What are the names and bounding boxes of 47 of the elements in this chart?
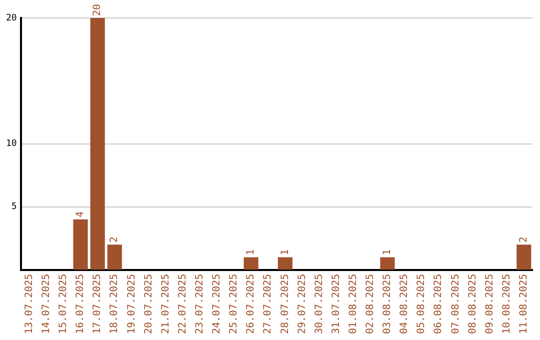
- y-tick-label: 5: [11, 202, 17, 212]
- x-tick-label: 28.07.2025: [280, 274, 291, 334]
- x-tick-label: 23.07.2025: [194, 274, 206, 334]
- data-label: 1: [280, 249, 291, 256]
- x-tick-label: 17.07.2025: [92, 274, 104, 334]
- bar: [278, 257, 292, 270]
- x-tick-label: 05.08.2025: [416, 274, 428, 334]
- x-tick-label: 30.07.2025: [314, 274, 325, 334]
- y-tick-label: 10: [6, 139, 17, 150]
- x-tick-label: 03.08.2025: [382, 274, 394, 334]
- x-tick-label: 16.07.2025: [75, 274, 86, 334]
- x-tick-label: 24.07.2025: [212, 274, 223, 334]
- x-tick-label: 04.08.2025: [399, 274, 410, 334]
- x-tick-label: 13.07.2025: [24, 274, 35, 334]
- bar: [73, 219, 88, 270]
- x-tick-label: 14.07.2025: [41, 274, 52, 334]
- y-tick-label: 20: [6, 13, 17, 24]
- data-label: 1: [382, 249, 394, 256]
- data-label: 2: [109, 236, 120, 243]
- x-tick-label: 31.07.2025: [330, 274, 342, 334]
- x-tick-label: 08.08.2025: [467, 274, 478, 334]
- x-tick-label: 20.07.2025: [143, 274, 154, 334]
- x-tick-label: 10.08.2025: [501, 274, 512, 334]
- x-tick-label: 18.07.2025: [109, 274, 120, 334]
- data-label: 2: [518, 236, 530, 243]
- data-label: 20: [92, 4, 104, 16]
- data-label: 1: [246, 249, 257, 256]
- x-tick-label: 11.08.2025: [518, 274, 530, 334]
- x-tick-label: 29.07.2025: [296, 274, 308, 334]
- x-tick-label: 07.08.2025: [450, 274, 462, 334]
- bar: [244, 257, 258, 270]
- bar: [107, 244, 122, 270]
- x-tick-label: 26.07.2025: [246, 274, 257, 334]
- x-tick-label: 22.07.2025: [177, 274, 188, 334]
- bar: [380, 257, 395, 270]
- x-tick-label: 06.08.2025: [433, 274, 444, 334]
- x-tick-label: 19.07.2025: [126, 274, 138, 334]
- x-tick-label: 01.08.2025: [348, 274, 359, 334]
- x-tick-label: 21.07.2025: [160, 274, 172, 334]
- data-label: 4: [75, 211, 86, 218]
- x-tick-label: 09.08.2025: [484, 274, 496, 334]
- x-tick-label: 15.07.2025: [58, 274, 70, 334]
- bar: [516, 244, 532, 270]
- x-tick-label: 25.07.2025: [228, 274, 240, 334]
- bar: [90, 18, 105, 270]
- x-tick-label: 27.07.2025: [262, 274, 274, 334]
- x-tick-label: 02.08.2025: [365, 274, 376, 334]
